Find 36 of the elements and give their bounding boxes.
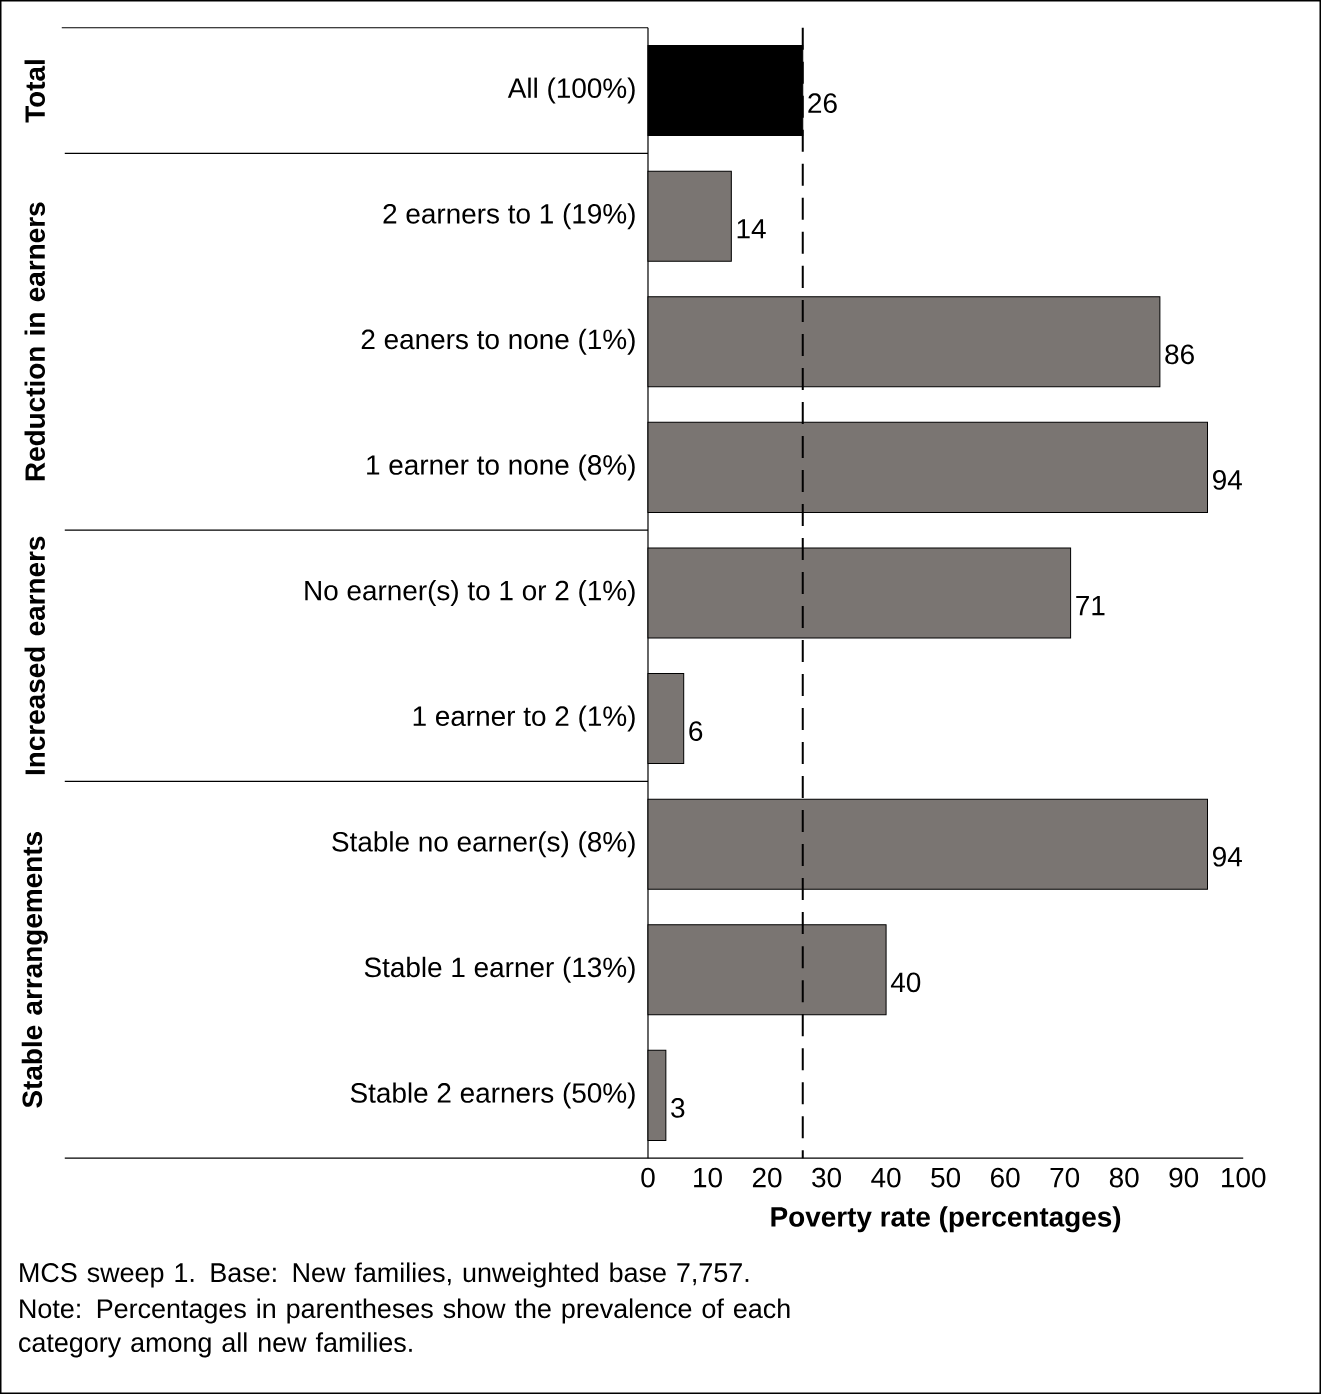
y-tick-label: No earner(s) to 1 or 2 (1%) — [305, 579, 635, 606]
data-label: 40 — [890, 972, 921, 993]
x-tick-label: 50 — [931, 1167, 961, 1188]
text: MCS sweep 1. Base: New families, unweighted base 7,757. — [20, 1262, 749, 1288]
x-tick-label: 20 — [752, 1167, 782, 1188]
data-label: 26 — [808, 93, 837, 114]
data-label: 14 — [737, 219, 766, 239]
y-tick-label: All (100%) — [507, 77, 635, 104]
data-label: 71 — [1076, 595, 1105, 616]
y-tick-label: 2 eaners to none (1%) — [361, 328, 635, 355]
x-tick-label: 40 — [871, 1167, 901, 1188]
data-label: 86 — [1165, 344, 1194, 365]
data-label: 94 — [1213, 846, 1242, 867]
text: Note: Percentages in parentheses show the prevalence of each category among all new families. — [19, 1298, 790, 1358]
x-tick-label: 100 — [1222, 1167, 1266, 1188]
data-label: 6 — [689, 721, 703, 742]
data-label: 94 — [1213, 470, 1242, 490]
text: Total — [24, 60, 46, 123]
x-axis-title: Poverty rate (percentages) — [771, 1206, 1121, 1233]
x-tick-label: 90 — [1169, 1167, 1199, 1188]
text: Stable arrangements — [21, 832, 48, 1108]
text: Reduction in earners — [24, 202, 46, 481]
x-tick-label: 60 — [991, 1167, 1020, 1188]
y-tick-label: 2 earners to 1 (19%) — [383, 203, 635, 230]
x-tick-label: 10 — [694, 1167, 722, 1188]
x-tick-label: 70 — [1050, 1167, 1080, 1188]
text: Increased earners — [24, 536, 46, 775]
y-tick-label: 1 earner to 2 (1%) — [413, 705, 635, 732]
y-tick-label: Stable 1 earner (13%) — [364, 956, 635, 983]
x-tick-label: 80 — [1109, 1167, 1139, 1188]
x-tick-label: 0 — [641, 1167, 655, 1188]
data-label: 3 — [671, 1098, 685, 1118]
y-tick-label: Stable no earner(s) (8%) — [332, 831, 635, 858]
x-tick-label: 30 — [812, 1167, 841, 1188]
y-tick-label: 1 earner to none (8%) — [367, 454, 635, 481]
y-tick-label: Stable 2 earners (50%) — [350, 1082, 635, 1109]
